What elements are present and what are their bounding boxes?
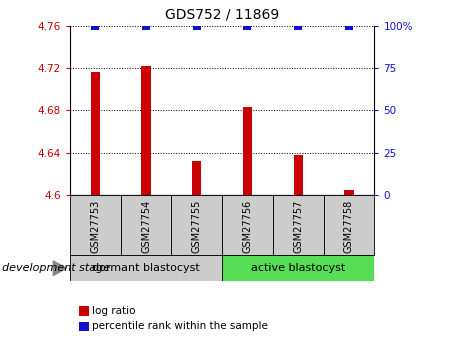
Bar	[121, 195, 171, 255]
Point	[193, 23, 200, 29]
Text: GSM27758: GSM27758	[344, 200, 354, 253]
Text: GSM27755: GSM27755	[192, 200, 202, 253]
Text: log ratio: log ratio	[92, 306, 136, 316]
Bar	[142, 66, 151, 195]
Bar	[192, 161, 201, 195]
Bar	[243, 107, 252, 195]
Bar	[91, 72, 100, 195]
Point	[244, 23, 251, 29]
Title: GDS752 / 11869: GDS752 / 11869	[165, 8, 279, 22]
Point	[92, 23, 99, 29]
Text: development stage: development stage	[2, 263, 110, 273]
Text: active blastocyst: active blastocyst	[251, 263, 345, 273]
Point	[143, 23, 150, 29]
Bar	[273, 195, 324, 255]
Point	[295, 23, 302, 29]
Bar	[294, 155, 303, 195]
Text: GSM27757: GSM27757	[293, 200, 303, 253]
Bar	[70, 255, 222, 281]
Text: GSM27756: GSM27756	[243, 200, 253, 253]
Point	[345, 23, 353, 29]
Text: percentile rank within the sample: percentile rank within the sample	[92, 322, 268, 331]
Bar	[70, 195, 121, 255]
Bar	[222, 255, 374, 281]
Bar	[324, 195, 374, 255]
Text: GSM27753: GSM27753	[90, 200, 100, 253]
Bar	[222, 195, 273, 255]
Bar	[345, 190, 354, 195]
Polygon shape	[53, 261, 66, 276]
Text: dormant blastocyst: dormant blastocyst	[92, 263, 200, 273]
Text: GSM27754: GSM27754	[141, 200, 151, 253]
Bar	[171, 195, 222, 255]
